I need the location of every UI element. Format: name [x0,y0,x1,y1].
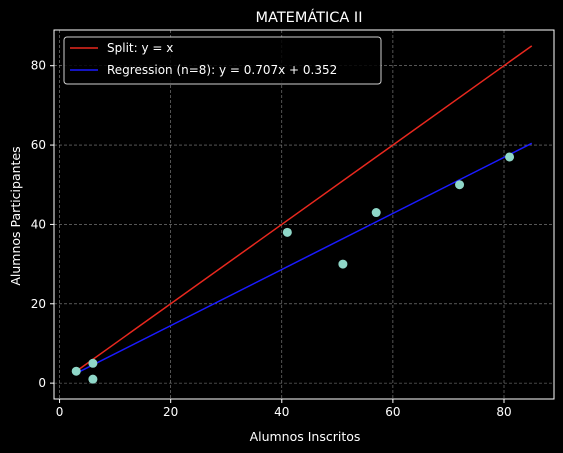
legend-box [63,36,382,85]
legend: Split: y = x Regression (n=8): y = 0.707… [63,36,382,85]
y-tick-label: 40 [31,217,46,231]
data-point [338,259,348,269]
x-axis-ticks: 0 20 40 60 80 [56,399,512,419]
data-point [282,227,292,237]
x-tick-label: 0 [56,405,64,419]
x-tick-label: 40 [274,405,289,419]
data-point [71,366,81,376]
data-point [88,358,98,368]
regression-line [75,142,533,374]
chart-title: MATEMÁTICA II [256,9,363,26]
data-point [88,374,98,384]
y-tick-label: 60 [31,138,46,152]
y-tick-label: 80 [31,59,46,73]
scatter-points [71,152,515,384]
x-tick-label: 20 [163,405,178,419]
y-tick-label: 20 [31,297,46,311]
x-axis-label: Alumnos Inscritos [250,429,361,444]
y-axis-ticks: 0 20 40 60 80 [31,59,54,390]
series-lines [75,45,533,374]
x-tick-label: 80 [496,405,511,419]
data-point [505,152,515,162]
data-point [371,208,381,218]
x-tick-label: 60 [385,405,400,419]
split-line [75,45,533,372]
plot-frame [53,29,555,400]
grid [54,30,554,399]
legend-label-regression: Regression (n=8): y = 0.707x + 0.352 [107,63,337,77]
y-axis-label: Alumnos Participantes [8,146,23,285]
legend-label-split: Split: y = x [107,41,173,55]
y-tick-label: 0 [38,376,46,390]
data-point [455,180,465,190]
